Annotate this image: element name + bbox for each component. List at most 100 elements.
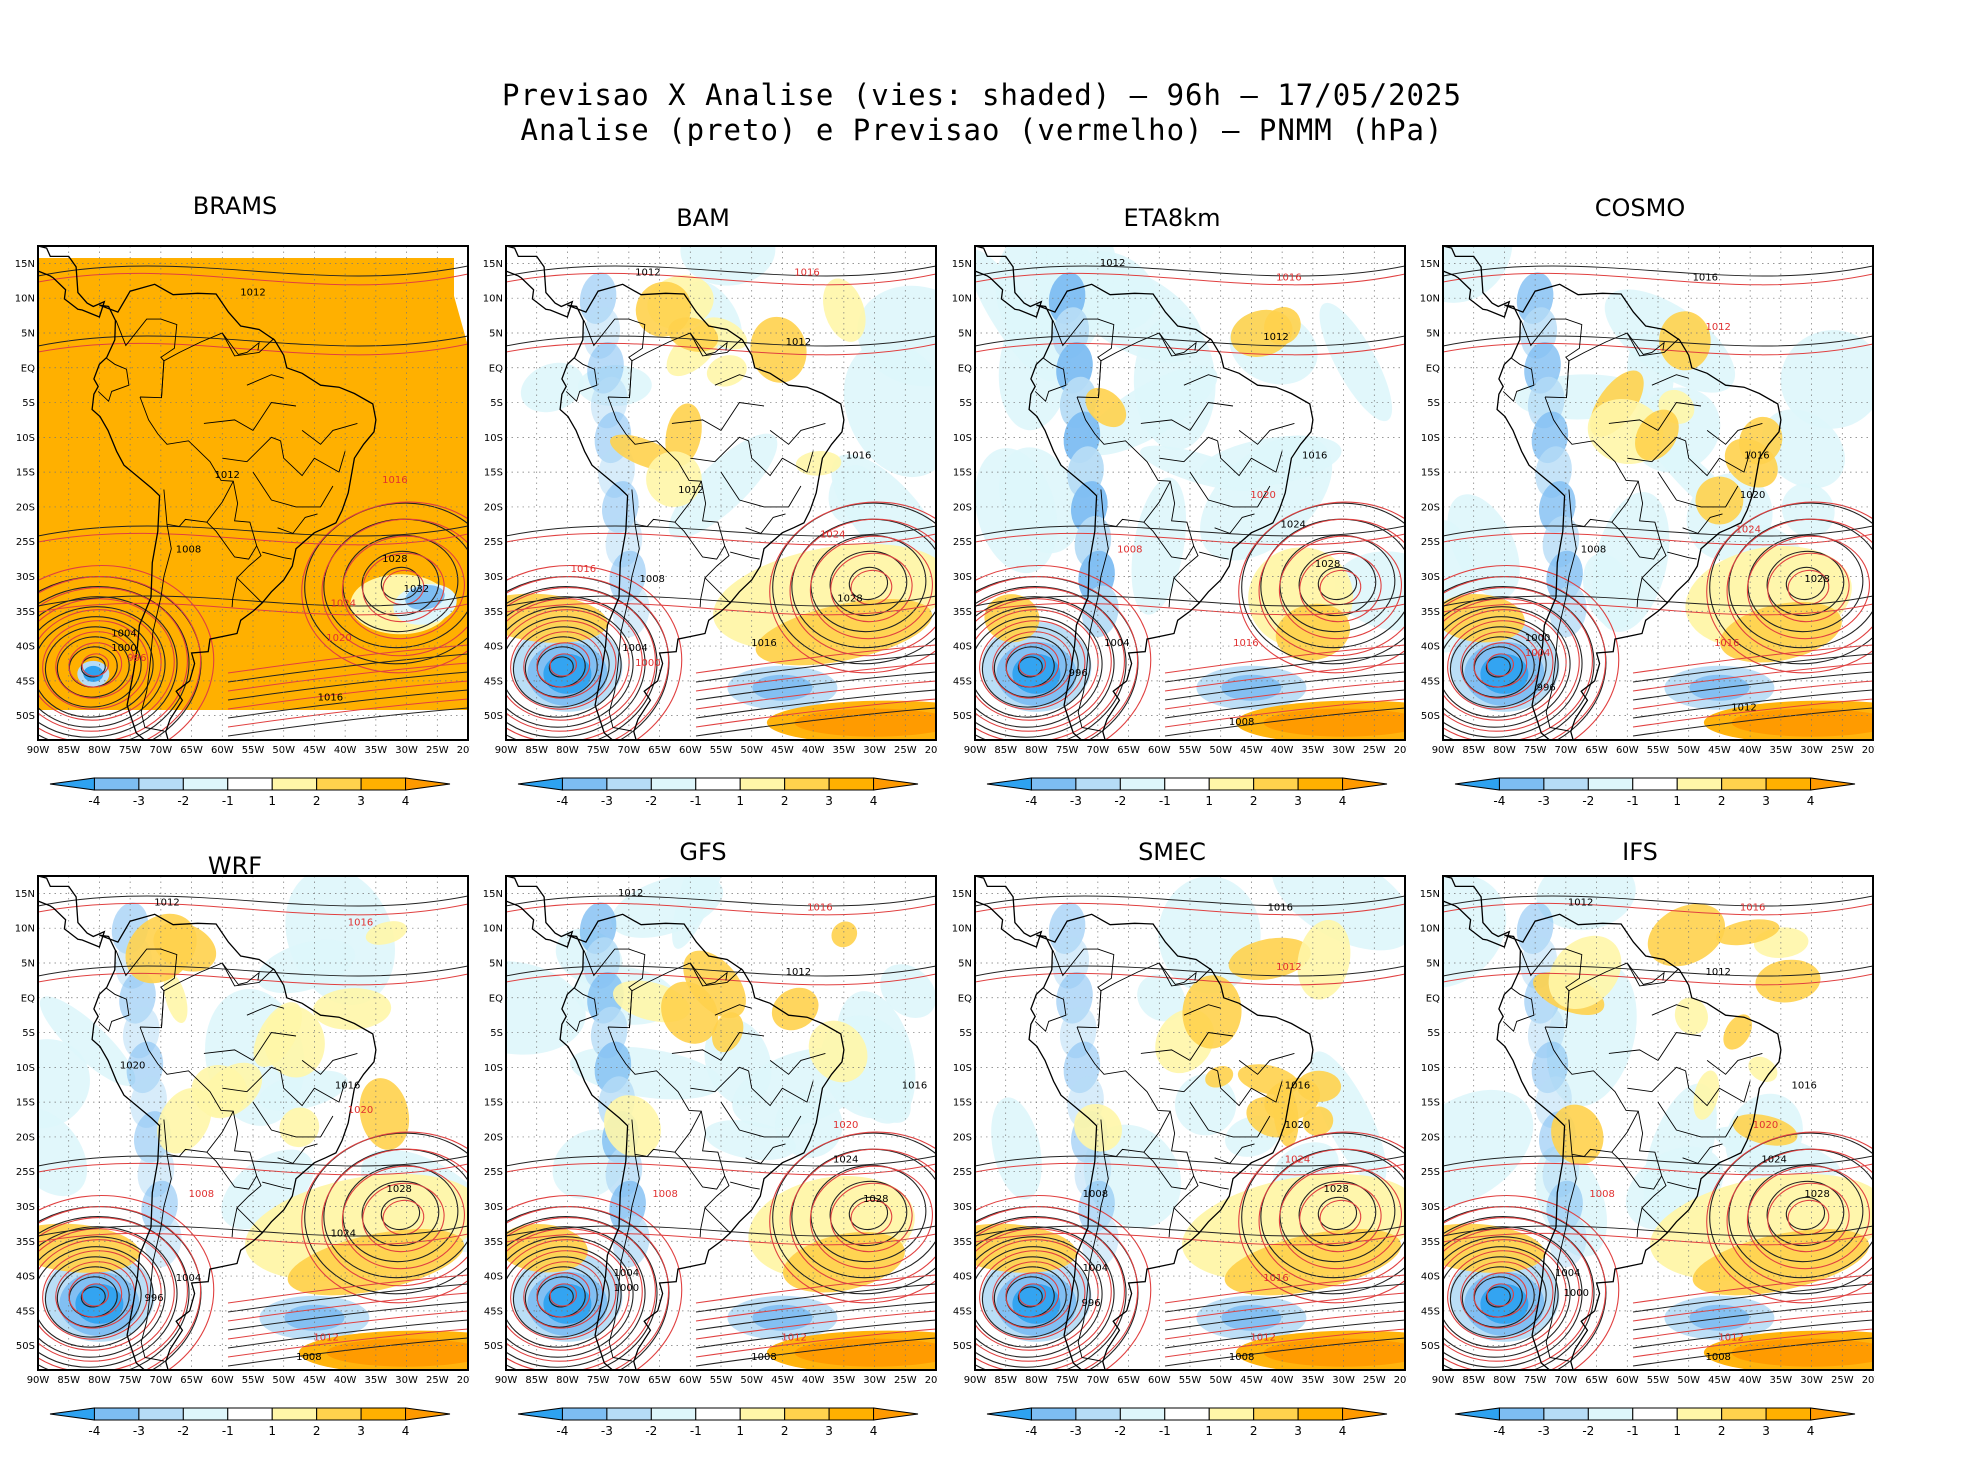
border-line bbox=[139, 396, 263, 604]
map-svg: 1012101610121016102010241028100810049961… bbox=[952, 245, 1407, 808]
isobar-label: 1012 bbox=[618, 888, 643, 899]
colorbar-label: -3 bbox=[1538, 794, 1550, 808]
colorbar-label: -2 bbox=[177, 1424, 189, 1438]
forecast-isobar bbox=[1632, 1274, 1873, 1304]
colorbar-label: 2 bbox=[313, 794, 321, 808]
forecast-isobar bbox=[362, 552, 445, 623]
forecast-isobar bbox=[1238, 501, 1405, 674]
lat-tick-label: 30S bbox=[16, 572, 35, 583]
analysis-isobar bbox=[695, 689, 936, 719]
colorbar-label: -2 bbox=[645, 794, 657, 808]
forecast-isobar bbox=[695, 662, 936, 692]
forecast-isobar bbox=[1443, 1228, 1580, 1362]
border-line bbox=[1140, 402, 1234, 431]
country-borders bbox=[1502, 318, 1763, 732]
isobars bbox=[506, 895, 936, 1370]
border-line bbox=[714, 1004, 752, 1016]
isobar-label: 1016 bbox=[1791, 1080, 1816, 1091]
border-line bbox=[222, 436, 281, 463]
analysis-isobar bbox=[38, 1155, 468, 1167]
colorbar-label: 4 bbox=[870, 1424, 878, 1438]
forecast-isobar bbox=[1299, 552, 1382, 623]
panel-title: SMEC bbox=[1138, 838, 1206, 866]
forecast-isobar bbox=[506, 1239, 630, 1351]
border-line bbox=[252, 1101, 334, 1138]
isobar-label: 1028 bbox=[1804, 1189, 1829, 1200]
border-line bbox=[206, 1151, 258, 1190]
analysis-isobar bbox=[38, 1246, 154, 1348]
colorbar-label: 1 bbox=[268, 1424, 276, 1438]
analysis-isobar bbox=[506, 1155, 936, 1167]
isobar-label: 1028 bbox=[386, 1184, 411, 1195]
colorbar-segment bbox=[1164, 777, 1210, 791]
colorbar-segment bbox=[316, 1407, 362, 1421]
lon-tick-label: 35W bbox=[1302, 1375, 1325, 1386]
lat-tick-label: 5N bbox=[958, 328, 972, 339]
colorbar: -4 -3 -2 -1 1 2 3 4 bbox=[49, 777, 451, 808]
lon-tick-label: 30W bbox=[1332, 745, 1355, 756]
isobar-label: 1004 bbox=[1104, 638, 1129, 649]
lon-tick-label: 25W bbox=[894, 1375, 917, 1386]
isobar-label: 1004 bbox=[1525, 648, 1550, 659]
border-line bbox=[565, 357, 598, 403]
forecast-isobar bbox=[1164, 1310, 1405, 1340]
forecast-isobar bbox=[1447, 620, 1554, 710]
colorbar-segment bbox=[1030, 777, 1077, 791]
bias-blob bbox=[1297, 919, 1351, 1000]
forecast-isobar bbox=[809, 535, 933, 640]
lon-tick-label: 45W bbox=[771, 1375, 794, 1386]
lat-tick-label: 10S bbox=[484, 1063, 503, 1074]
isobar-label: 1000 bbox=[614, 1283, 639, 1294]
border-line bbox=[140, 524, 172, 732]
colorbar-segment bbox=[1119, 777, 1166, 791]
border-line bbox=[1238, 422, 1295, 445]
bias-blob bbox=[543, 653, 592, 694]
isobar-label: 1012 bbox=[678, 485, 703, 496]
hispaniola-coast bbox=[1071, 864, 1107, 874]
isobar-label: 1004 bbox=[614, 1268, 639, 1279]
forecast-isobar bbox=[227, 1292, 468, 1322]
lat-tick-label: 20S bbox=[16, 502, 35, 513]
colorbar-label: -1 bbox=[1627, 794, 1639, 808]
analysis-isobar bbox=[380, 1196, 421, 1231]
bias-blob bbox=[543, 1283, 592, 1324]
analysis-isobar bbox=[1443, 1226, 1583, 1368]
forecast-isobar bbox=[506, 342, 936, 356]
bias-blob bbox=[680, 246, 776, 286]
analysis-isobar bbox=[227, 653, 468, 683]
border-line bbox=[730, 551, 760, 560]
bias-blob bbox=[1302, 1106, 1334, 1136]
forecast-isobar bbox=[1443, 972, 1873, 986]
lat-tick-label: 5N bbox=[489, 328, 503, 339]
forecast-isobar bbox=[38, 576, 202, 740]
border-line bbox=[1217, 1070, 1283, 1107]
colorbar: -4 -3 -2 -1 1 2 3 4 bbox=[517, 777, 919, 808]
lat-tick-label: 25S bbox=[484, 537, 503, 548]
lon-tick-label: 75W bbox=[119, 1375, 142, 1386]
lon-tick-label: 50W bbox=[740, 1375, 763, 1386]
colorbar-label: 4 bbox=[1807, 794, 1815, 808]
isobar-label: 1008 bbox=[189, 1189, 214, 1200]
lat-tick-label: EQ bbox=[489, 363, 503, 374]
colorbar-segment bbox=[561, 1407, 608, 1421]
bias-blob bbox=[1443, 1089, 1534, 1208]
lon-tick-label: 40W bbox=[802, 745, 825, 756]
bias-blob bbox=[750, 316, 807, 383]
isobar-label: 1024 bbox=[1761, 1155, 1786, 1166]
analysis-isobar bbox=[38, 1226, 178, 1368]
lon-tick-label: 85W bbox=[994, 745, 1017, 756]
analysis-isobar bbox=[38, 1225, 468, 1237]
border-line bbox=[565, 987, 598, 1033]
bias-blob bbox=[1755, 959, 1821, 1003]
lat-tick-label: 5N bbox=[1426, 328, 1440, 339]
border-line bbox=[690, 436, 749, 463]
forecast-isobar bbox=[1258, 1148, 1405, 1287]
lon-tick-label: 45W bbox=[303, 745, 326, 756]
panel-wrf: WRF 1012 1016 1020 1016 1020 1028 1024 1008 1004… bbox=[0, 822, 470, 1442]
analysis-isobar bbox=[512, 626, 610, 708]
isobar-label: 1016 bbox=[794, 268, 819, 279]
colorbar-segment bbox=[93, 1407, 140, 1421]
bias-blob bbox=[795, 451, 842, 476]
border-line bbox=[1052, 948, 1115, 1028]
lon-tick-label: 20W bbox=[925, 745, 938, 756]
